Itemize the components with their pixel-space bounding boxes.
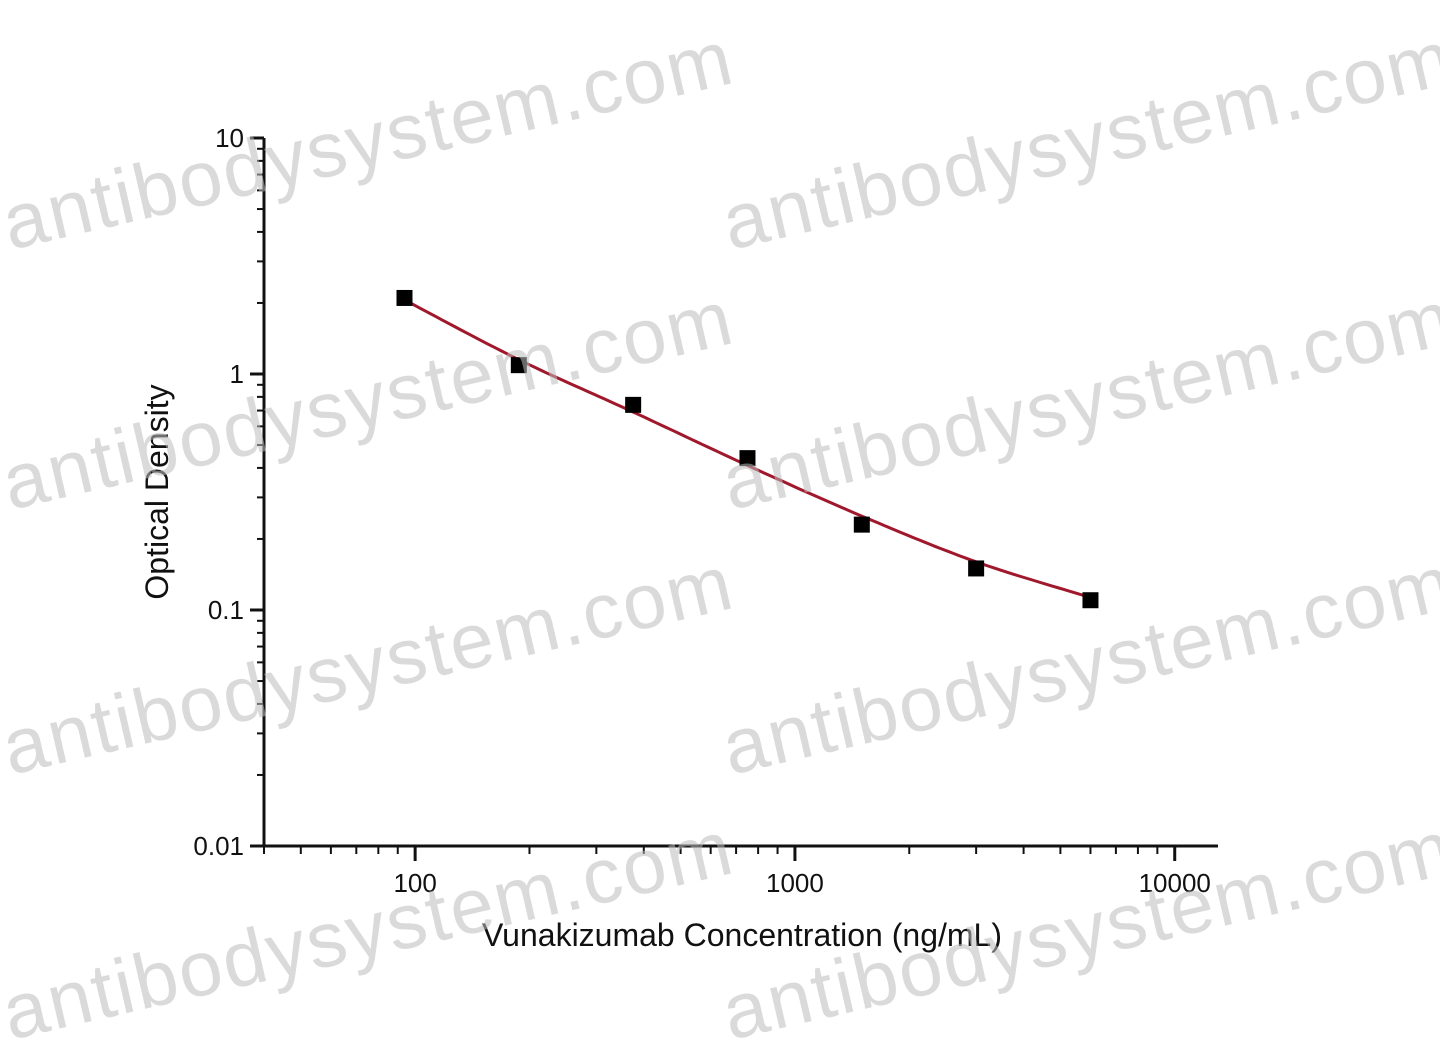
data-point	[739, 450, 756, 467]
x-tick-label: 1000	[766, 868, 824, 898]
watermark-text: antibodysystem.com	[714, 538, 1440, 792]
y-axis-title: Optical Density	[139, 384, 175, 599]
watermark-text: antibodysystem.com	[714, 273, 1440, 527]
axes-layer: 0.01 0.1 1 10 100 1000 10000	[193, 123, 1218, 898]
points-layer	[396, 289, 1099, 609]
watermark-text: antibodysystem.com	[0, 538, 742, 792]
data-point	[1082, 592, 1099, 609]
x-tick-label: 10000	[1139, 868, 1211, 898]
watermark-text: antibodysystem.com	[0, 13, 742, 267]
x-tick-label: 100	[393, 868, 436, 898]
watermark-layer: antibodysystem.comantibodysystem.comanti…	[0, 13, 1440, 1051]
data-point	[396, 289, 413, 306]
watermark-text: antibodysystem.com	[714, 13, 1440, 267]
data-point	[968, 560, 985, 577]
y-tick-label: 1	[230, 359, 244, 389]
y-tick-label: 10	[215, 123, 244, 153]
x-axis-title: Vunakizumab Concentration (ng/mL)	[482, 917, 1002, 953]
data-point	[853, 516, 870, 533]
data-point	[625, 396, 642, 413]
y-tick-label: 0.1	[208, 595, 244, 625]
y-tick-label: 0.01	[193, 831, 244, 861]
data-point	[510, 357, 527, 374]
